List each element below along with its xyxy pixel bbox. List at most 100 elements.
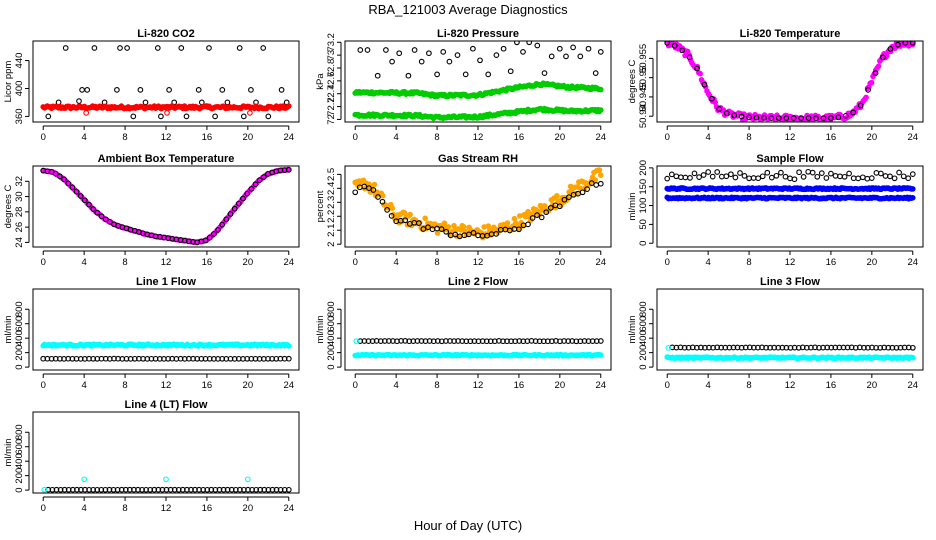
panel-title: Li-820 CO2 [137,28,194,40]
data-point [446,58,453,65]
series-1 [40,355,292,362]
x-tick-label: 12 [785,380,796,391]
data-point [763,344,769,351]
points-layer [352,338,604,359]
x-tick-label: 12 [785,257,796,268]
data-point [240,195,246,202]
x-tick-label: 24 [595,132,606,143]
x-tick-label: 12 [161,257,172,268]
data-point [493,231,500,237]
data-point [891,175,898,182]
data-point [598,86,604,93]
y-tick-label: 73 [326,50,337,61]
data-point [286,343,292,349]
y-tick-label: 2.2 [326,210,337,223]
data-point [592,70,599,76]
y-tick-label: 50.94 [638,104,649,128]
data-point [260,45,267,51]
data-point [434,230,441,236]
x-tick-label: 20 [243,503,254,514]
y-tick-label: 600 [14,316,25,332]
y-tick-label: 200 [14,468,25,484]
x-tick-label: 12 [473,380,484,391]
data-point [102,216,109,223]
y-tick-label: 0 [638,364,649,369]
data-point [57,486,64,493]
data-point [561,196,568,203]
series-1 [664,41,916,121]
data-point [696,174,702,180]
data-point [723,173,730,180]
points-layer [664,168,916,202]
data-point [520,49,526,55]
data-point [787,175,793,182]
y-tick-label: 32 [14,176,25,187]
data-point [204,486,211,493]
data-point [783,115,790,121]
data-point [511,215,518,222]
data-point [352,189,359,196]
data-point [260,174,267,180]
data-point [389,205,396,211]
data-point [875,63,882,70]
x-tick-label: 0 [665,132,670,143]
data-point [357,47,364,53]
y-tick-label: 100 [638,198,649,214]
data-point [516,338,523,344]
x-tick-label: 4 [394,380,399,391]
data-point [451,338,457,344]
data-point [256,177,263,183]
data-point [823,175,830,181]
x-tick-label: 20 [867,380,878,391]
data-point [835,114,842,121]
data-point [61,176,67,183]
data-point [211,231,217,237]
y-axis-label: ml/min [3,316,14,344]
data-point [597,338,604,344]
y-tick-label: 800 [638,301,649,317]
x-tick-label: 0 [41,132,46,143]
series-2 [665,345,672,351]
data-point [514,41,520,46]
data-point [828,344,835,351]
points-layer [352,167,604,241]
data-point [443,228,450,235]
data-point [73,188,80,195]
x-tick-label: 12 [161,132,172,143]
plot-frame [344,288,612,371]
data-point [454,52,461,58]
data-point [556,203,563,210]
panel-line4: Line 4 (LT) Flow ml/min 0 4 8 12 16 20 24 0 200400… [3,399,300,514]
data-point [837,173,843,180]
x-axis: 0 4 8 12 16 20 24 [41,496,294,514]
data-point [106,218,113,225]
y-axis-label: degrees C [3,184,14,228]
x-axis: 0 4 8 12 16 20 24 [665,250,918,268]
data-point [164,110,170,116]
data-point [909,344,916,351]
data-point [730,344,737,351]
y-tick-label: 72.4 [326,84,337,103]
y-tick-label: 400 [326,330,337,346]
data-point [451,222,457,229]
x-tick-label: 24 [907,257,918,268]
x-tick-label: 12 [161,503,172,514]
data-point [828,170,834,177]
data-point [470,45,476,52]
y-axis: 0 50 100 150 200 [638,160,654,246]
x-tick-label: 4 [82,380,87,391]
panel-sampleflow: Sample Flow ml/min 0 4 8 12 16 20 24 0 50 100 150 200 [627,153,924,268]
series-1 [41,476,251,493]
plot-frame [344,40,612,123]
data-point [682,174,689,181]
data-point [212,113,218,120]
data-point [130,113,137,120]
data-point [805,168,812,175]
x-axis: 0 4 8 12 16 20 24 [41,125,294,143]
x-tick-label: 4 [394,132,399,143]
data-point [374,72,381,79]
data-point [178,45,185,51]
